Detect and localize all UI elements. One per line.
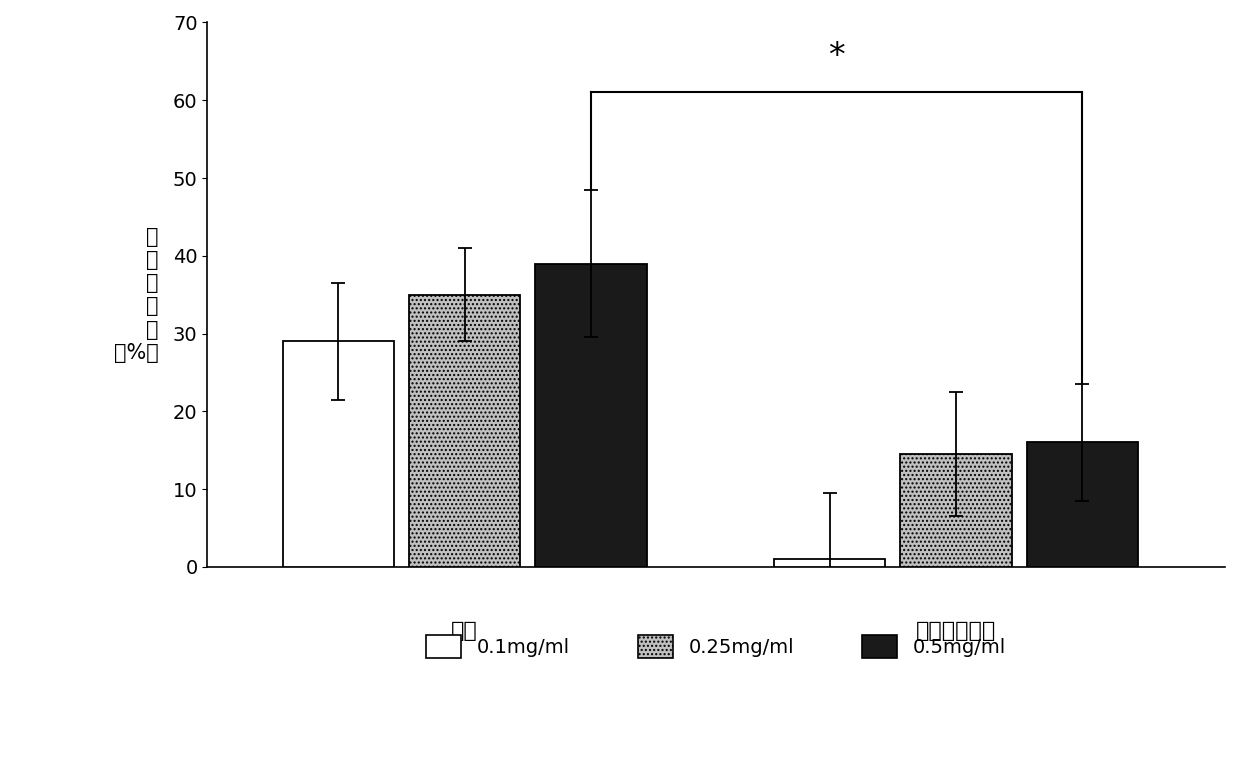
Bar <box>283 341 394 567</box>
Bar <box>900 454 1012 567</box>
Bar <box>774 559 885 567</box>
Text: *: * <box>828 40 844 73</box>
Bar <box>1027 443 1138 567</box>
Bar <box>536 264 646 567</box>
Text: 肝素: 肝素 <box>451 621 479 641</box>
Bar <box>409 295 521 567</box>
Y-axis label: 增
殖
抑
制
率
（%）: 增 殖 抑 制 率 （%） <box>114 227 159 363</box>
Text: 肝素酶解产物: 肝素酶解产物 <box>916 621 996 641</box>
Legend: 0.1mg/ml, 0.25mg/ml, 0.5mg/ml: 0.1mg/ml, 0.25mg/ml, 0.5mg/ml <box>418 627 1014 666</box>
